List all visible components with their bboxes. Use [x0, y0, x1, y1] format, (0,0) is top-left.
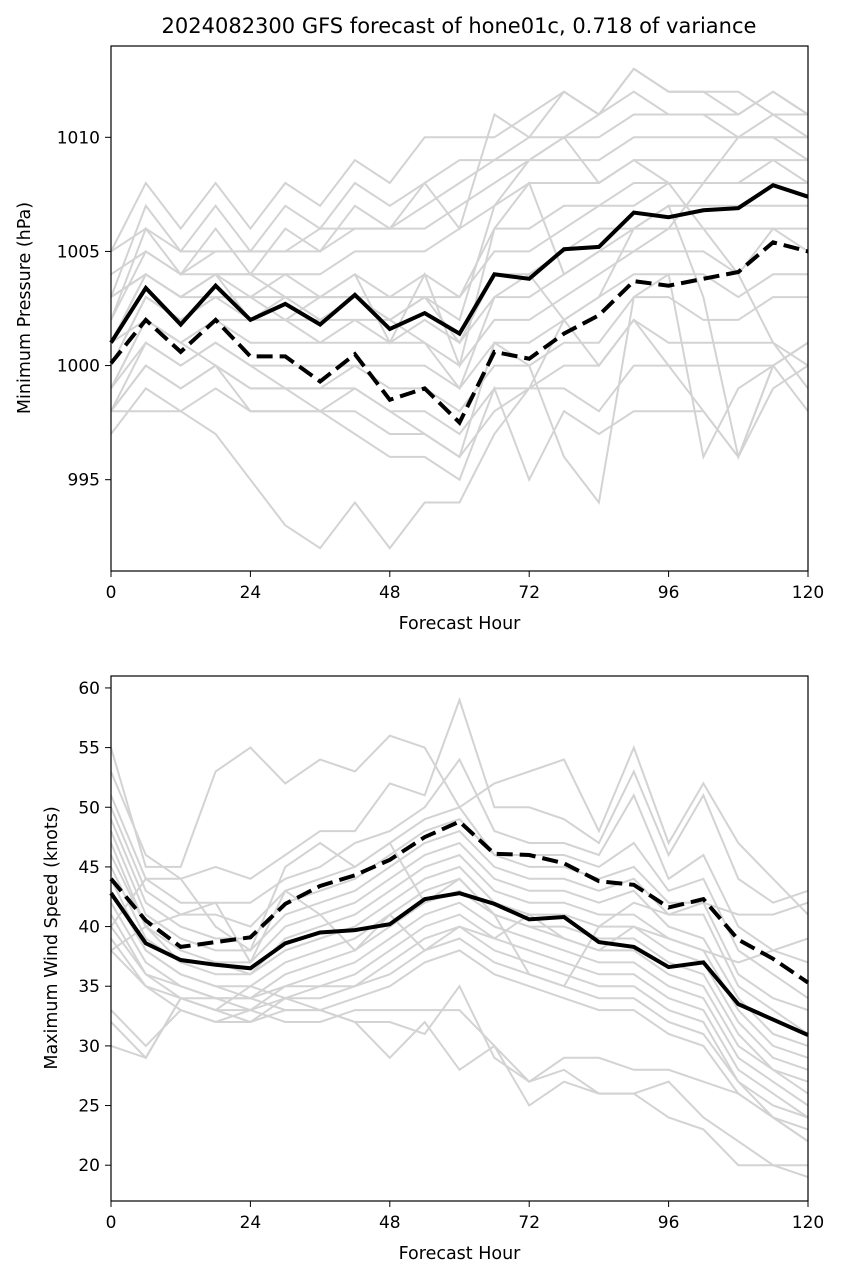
- pressure-x-tick-label: 24: [240, 583, 262, 603]
- wind-x-tick-label: 24: [240, 1213, 262, 1233]
- wind-member-line-2: [110, 696, 809, 904]
- pressure-x-axis-label: Forecast Hour: [399, 614, 522, 634]
- wind-y-tick-label: 55: [78, 739, 100, 759]
- pressure-y-axis-label: Minimum Pressure (hPa): [15, 202, 35, 414]
- wind-y-tick-label: 30: [78, 1037, 100, 1057]
- wind-y-tick-label: 45: [78, 858, 100, 878]
- wind-y-tick-label: 20: [78, 1156, 100, 1176]
- pressure-y-tick-label: 995: [68, 471, 100, 491]
- wind-x-ticks: 0 24 48 72 96 120: [106, 1201, 824, 1233]
- pressure-member-line-3: [110, 113, 808, 321]
- wind-member-line-13: [110, 913, 809, 1119]
- wind-dashed-line: [109, 819, 810, 985]
- pressure-plot-frame: [110, 45, 809, 572]
- pressure-x-tick-label: 120: [792, 583, 824, 603]
- pressure-y-tick-label: 1000: [57, 357, 100, 377]
- wind-member-line-15: [110, 937, 809, 1131]
- wind-x-tick-label: 120: [792, 1213, 824, 1233]
- pressure-member-line-14: [110, 341, 809, 459]
- wind-y-tick-label: 35: [78, 977, 100, 997]
- wind-x-tick-label: 48: [379, 1213, 401, 1233]
- wind-member-lines: [110, 696, 809, 1179]
- wind-member-line-19: [110, 984, 809, 1179]
- pressure-member-line-19: [111, 204, 809, 550]
- wind-y-tick-label: 25: [78, 1097, 100, 1117]
- wind-member-line-7: [110, 841, 809, 1047]
- pressure-dashed-line: [109, 240, 809, 426]
- wind-member-line-6: [110, 829, 809, 1035]
- wind-chart: 0 24 48 72 96 120 20 25 30 35 40 45 50 55 60 Forecast…: [42, 675, 824, 1264]
- pressure-x-tick-label: 0: [106, 583, 117, 603]
- pressure-x-tick-label: 96: [658, 583, 680, 603]
- wind-x-tick-label: 96: [658, 1213, 680, 1233]
- wind-y-tick-label: 50: [78, 798, 100, 818]
- pressure-x-tick-label: 72: [518, 583, 540, 603]
- wind-member-line-4: [110, 806, 809, 1000]
- wind-x-axis-label: Forecast Hour: [399, 1244, 522, 1264]
- pressure-chart: 0 24 48 72 96 120 995 1000 1005 1010 Forecast Ho…: [15, 45, 824, 634]
- wind-member-line-1: [110, 734, 809, 916]
- wind-plot-frame: [110, 675, 809, 1202]
- wind-y-tick-label: 60: [78, 679, 100, 699]
- pressure-member-line-2: [110, 90, 809, 298]
- pressure-y-tick-label: 1005: [57, 242, 100, 262]
- wind-member-line-12: [110, 901, 809, 1107]
- wind-member-line-8: [110, 853, 809, 1059]
- wind-member-line-11: [110, 889, 809, 1095]
- wind-highlight-lines: [109, 819, 810, 1037]
- wind-y-ticks: 20 25 30 35 40 45 50 55 60: [78, 679, 111, 1176]
- pressure-member-line-13: [110, 318, 809, 436]
- wind-member-line-10: [110, 877, 809, 1083]
- pressure-member-line-16: [110, 135, 809, 390]
- pressure-y-tick-label: 1010: [57, 128, 100, 148]
- wind-x-tick-label: 0: [106, 1213, 117, 1233]
- wind-x-tick-label: 72: [518, 1213, 540, 1233]
- wind-member-line-18: [110, 997, 808, 1167]
- pressure-member-line-18: [110, 272, 809, 505]
- pressure-member-line-12: [110, 296, 808, 413]
- wind-member-line-21: [110, 889, 809, 965]
- wind-mean-line: [109, 891, 809, 1037]
- wind-member-line-3: [110, 757, 809, 964]
- wind-member-line-16: [110, 949, 809, 1143]
- wind-member-line-20: [110, 841, 809, 988]
- pressure-mean-line: [109, 182, 809, 344]
- wind-member-line-17: [110, 1008, 809, 1143]
- pressure-member-lines: [110, 67, 809, 550]
- wind-y-axis-label: Maximum Wind Speed (knots): [42, 806, 62, 1069]
- pressure-x-ticks: 0 24 48 72 96 120: [106, 571, 824, 603]
- pressure-member-line-20: [110, 67, 809, 253]
- wind-y-tick-label: 40: [78, 918, 100, 938]
- pressure-member-line-15: [110, 364, 809, 483]
- pressure-member-line-9: [110, 227, 808, 389]
- wind-member-line-9: [110, 865, 809, 1071]
- pressure-x-tick-label: 48: [379, 583, 401, 603]
- chart-title: 2024082300 GFS forecast of hone01c, 0.71…: [162, 14, 757, 38]
- pressure-y-ticks: 995 1000 1005 1010: [57, 128, 111, 491]
- pressure-highlight-lines: [109, 182, 809, 426]
